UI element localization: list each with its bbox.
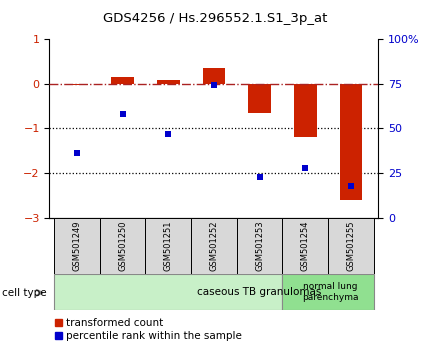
Bar [340, 84, 362, 200]
Text: GDS4256 / Hs.296552.1.S1_3p_at: GDS4256 / Hs.296552.1.S1_3p_at [103, 12, 327, 25]
Bar [111, 77, 134, 84]
Legend: transformed count, percentile rank within the sample: transformed count, percentile rank withi… [55, 319, 242, 341]
Text: cell type: cell type [2, 288, 47, 298]
Bar [328, 218, 374, 274]
Bar [54, 274, 283, 310]
Bar [100, 218, 145, 274]
Bar [65, 84, 88, 85]
Point [74, 150, 80, 156]
Text: normal lung
parenchyma: normal lung parenchyma [302, 282, 359, 302]
Text: GSM501252: GSM501252 [209, 221, 218, 271]
Text: GSM501249: GSM501249 [72, 221, 81, 271]
Bar [237, 218, 283, 274]
Text: caseous TB granulomas: caseous TB granulomas [197, 287, 322, 297]
Point [119, 111, 126, 117]
Text: GSM501250: GSM501250 [118, 221, 127, 271]
Text: GSM501254: GSM501254 [301, 221, 310, 271]
Bar [283, 218, 328, 274]
Text: GSM501251: GSM501251 [164, 221, 173, 271]
Text: GSM501255: GSM501255 [347, 221, 356, 271]
Point [256, 174, 263, 179]
Bar [157, 80, 180, 84]
Bar [248, 84, 271, 113]
Point [211, 82, 217, 88]
Point [347, 183, 354, 188]
Point [165, 131, 172, 137]
Bar [283, 274, 374, 310]
Bar [191, 218, 237, 274]
Bar [145, 218, 191, 274]
Point [302, 165, 309, 171]
Bar [54, 218, 100, 274]
Bar [294, 84, 317, 137]
Text: GSM501253: GSM501253 [255, 221, 264, 272]
Bar [203, 68, 225, 84]
